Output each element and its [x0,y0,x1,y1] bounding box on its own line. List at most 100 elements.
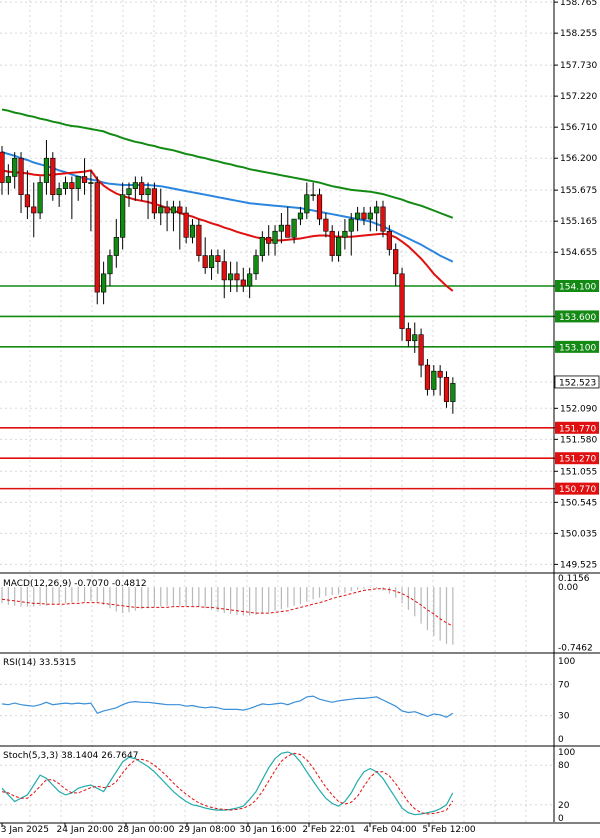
level-label: 153.600 [559,313,596,323]
macd-panel: MACD(12,26,9) -0.7070 -0.4812 [1,579,454,645]
candle-body [101,273,107,293]
candle-body [208,255,215,269]
candle-body [437,370,443,378]
candle-body [418,334,424,366]
x-tick-label: 2 Feb 22:01 [302,825,355,835]
candle-body [31,206,37,214]
macd-signal-line [1,588,454,627]
candle-body [177,206,183,214]
candle-body [247,273,253,287]
y-tick-label: 156.200 [560,154,597,164]
candle-body [316,194,323,220]
level-label: 153.100 [559,343,596,353]
level-label-bg [555,280,599,292]
candle-body [75,176,81,189]
level-label: 154.100 [559,283,596,293]
grid [0,0,553,822]
candle-body [5,176,11,183]
y-tick-label: 154.655 [560,248,597,258]
candle-body [164,206,170,214]
y-tick-label: 150.545 [560,498,597,508]
candle-body [253,255,259,275]
candle-body [266,237,272,244]
candle-body [386,230,392,250]
x-tick-label: 28 Jan 00:00 [118,825,175,835]
rsi-label: RSI(14) 33.5315 [3,658,76,668]
level-label: 151.770 [559,424,596,434]
y-tick-label: 157.730 [560,61,597,71]
stoch-tick-label: 0 [558,814,564,824]
y-tick-label: 149.525 [560,560,597,570]
level-label: 151.270 [559,455,596,465]
candle-body [202,255,208,269]
stoch-d-line [1,752,454,815]
level-label-bg [555,421,599,434]
candle-body [272,230,278,244]
candle-body [170,206,177,214]
level-label-bg [555,452,599,465]
macd-tick-label: -0.7462 [558,644,593,654]
x-tick-label: 24 Jan 20:00 [57,825,114,835]
candle-body [304,194,310,214]
candle-body [221,261,227,281]
y-tick-label: 150.035 [560,529,597,539]
level-label: 150.770 [559,485,596,495]
candle-body [412,334,418,342]
candle-body [450,383,456,402]
macd-tick-label: 0.1156 [558,574,590,584]
price-panel [0,108,554,490]
candle-body [234,273,240,281]
candle-body [56,188,62,196]
candle-body [50,157,56,196]
candle-body [189,224,196,238]
stoch-tick-label: 20 [558,801,570,811]
candle-body [342,230,348,238]
candle-body [443,376,450,402]
candle-body [37,182,43,214]
candle-body [94,182,100,293]
rsi-tick-label: 70 [558,680,570,690]
x-tick-label: 4 Feb 04:00 [363,825,417,835]
candle-body [259,237,265,256]
candle-body [183,212,189,238]
candle-body [431,370,437,390]
y-tick-label: 158.765 [560,0,597,8]
candle-body [323,218,329,232]
y-tick-label: 155.675 [560,186,597,196]
candle-body [393,249,399,275]
candle-body [12,157,18,177]
candle-body [329,230,335,256]
candle-body [158,206,164,214]
candle-body [285,224,291,238]
stoch-tick-label: 100 [558,748,575,758]
candle-body [43,157,50,183]
candle-body [81,176,88,183]
candle-body [424,364,431,390]
candle-body [297,212,304,220]
candle-body [335,237,342,256]
candle-body [113,237,119,256]
candle-body [215,255,221,262]
candle-body [310,194,316,197]
rsi-line [1,695,454,718]
current-price-label: 152.523 [559,378,596,388]
candle-body [24,194,31,208]
candle-body [354,212,361,220]
rsi-tick-label: 30 [558,712,570,722]
y-tick-label: 156.710 [560,123,597,133]
candle-body [278,224,285,232]
moving-average-line [1,169,454,292]
y-tick-label: 152.090 [560,404,597,414]
candle-body [228,273,234,281]
candle-body [240,279,246,287]
candle-body [399,273,405,329]
candle-body [62,182,69,189]
rsi-panel: RSI(14) 33.5315 [1,658,454,718]
candle-body [367,212,373,220]
candle-body [88,182,94,184]
candle-body [291,218,297,238]
candle-body [361,212,367,220]
candle-body [0,151,5,183]
level-label-bg [555,310,599,323]
